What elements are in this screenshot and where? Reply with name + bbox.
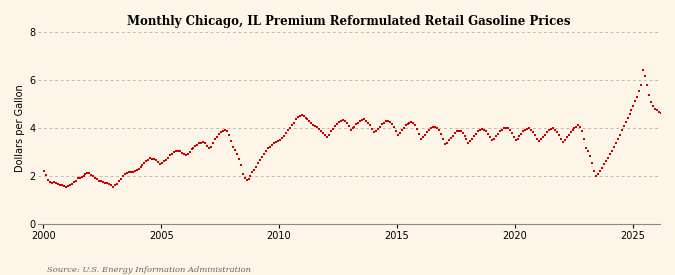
Title: Monthly Chicago, IL Premium Reformulated Retail Gasoline Prices: Monthly Chicago, IL Premium Reformulated… [128,15,571,28]
Text: Source: U.S. Energy Information Administration: Source: U.S. Energy Information Administ… [47,266,251,274]
Y-axis label: Dollars per Gallon: Dollars per Gallon [15,84,25,172]
